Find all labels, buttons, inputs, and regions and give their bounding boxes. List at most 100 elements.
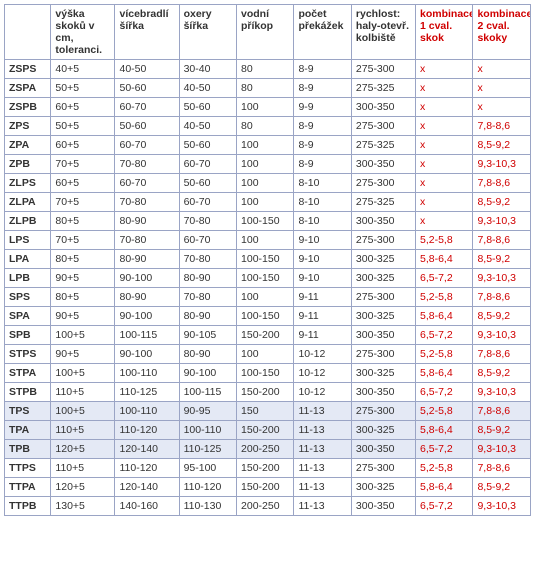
cell-c2: 70-80 bbox=[115, 155, 179, 174]
row-label: ZPS bbox=[5, 117, 51, 136]
cell-c3: 110-120 bbox=[179, 478, 236, 497]
cell-c1: 100+5 bbox=[51, 364, 115, 383]
cell-c2: 80-90 bbox=[115, 250, 179, 269]
cell-c6: 275-300 bbox=[351, 117, 415, 136]
row-label: SPA bbox=[5, 307, 51, 326]
cell-c1: 60+5 bbox=[51, 174, 115, 193]
cell-c2: 100-110 bbox=[115, 402, 179, 421]
cell-c5: 8-10 bbox=[294, 174, 351, 193]
cell-c1: 60+5 bbox=[51, 98, 115, 117]
cell-c1: 90+5 bbox=[51, 269, 115, 288]
row-label: STPA bbox=[5, 364, 51, 383]
cell-c5: 10-12 bbox=[294, 383, 351, 402]
table-row: ZSPB60+560-7050-601009-9300-350xx bbox=[5, 98, 531, 117]
cell-c3: 80-90 bbox=[179, 307, 236, 326]
cell-c3: 80-90 bbox=[179, 269, 236, 288]
cell-c6: 275-300 bbox=[351, 288, 415, 307]
cell-c1: 80+5 bbox=[51, 288, 115, 307]
cell-c5: 9-9 bbox=[294, 98, 351, 117]
cell-c3: 70-80 bbox=[179, 212, 236, 231]
table-row: STPB110+5110-125100-115150-20010-12300-3… bbox=[5, 383, 531, 402]
col-header-c8: kombinace 2 cval. skoky bbox=[473, 5, 531, 60]
col-header-c5: počet překážek bbox=[294, 5, 351, 60]
cell-c3: 50-60 bbox=[179, 98, 236, 117]
cell-c1: 60+5 bbox=[51, 136, 115, 155]
cell-c1: 90+5 bbox=[51, 307, 115, 326]
table-row: TPB120+5120-140110-125200-25011-13300-35… bbox=[5, 440, 531, 459]
cell-c1: 70+5 bbox=[51, 231, 115, 250]
cell-c6: 300-350 bbox=[351, 212, 415, 231]
cell-c3: 40-50 bbox=[179, 79, 236, 98]
cell-c8: 7,8-8,6 bbox=[473, 174, 531, 193]
cell-c2: 50-60 bbox=[115, 79, 179, 98]
cell-c4: 200-250 bbox=[237, 497, 294, 516]
cell-c8: 8,5-9,2 bbox=[473, 421, 531, 440]
row-label: ZPA bbox=[5, 136, 51, 155]
cell-c5: 9-10 bbox=[294, 269, 351, 288]
table-row: LPS70+570-8060-701009-10275-3005,2-5,87,… bbox=[5, 231, 531, 250]
cell-c8: 8,5-9,2 bbox=[473, 250, 531, 269]
cell-c5: 11-13 bbox=[294, 497, 351, 516]
cell-c8: 8,5-9,2 bbox=[473, 136, 531, 155]
table-row: ZLPA70+570-8060-701008-10275-325x8,5-9,2 bbox=[5, 193, 531, 212]
row-label: TPB bbox=[5, 440, 51, 459]
cell-c6: 275-300 bbox=[351, 231, 415, 250]
cell-c5: 8-9 bbox=[294, 155, 351, 174]
cell-c7: x bbox=[416, 193, 473, 212]
cell-c8: 7,8-8,6 bbox=[473, 345, 531, 364]
cell-c2: 70-80 bbox=[115, 231, 179, 250]
cell-c1: 80+5 bbox=[51, 250, 115, 269]
cell-c4: 80 bbox=[237, 117, 294, 136]
cell-c1: 120+5 bbox=[51, 440, 115, 459]
cell-c7: 6,5-7,2 bbox=[416, 269, 473, 288]
row-label: TPS bbox=[5, 402, 51, 421]
cell-c6: 300-350 bbox=[351, 155, 415, 174]
cell-c1: 100+5 bbox=[51, 326, 115, 345]
row-label: SPS bbox=[5, 288, 51, 307]
cell-c2: 60-70 bbox=[115, 174, 179, 193]
cell-c1: 110+5 bbox=[51, 383, 115, 402]
cell-c6: 300-325 bbox=[351, 269, 415, 288]
cell-c7: 5,2-5,8 bbox=[416, 402, 473, 421]
cell-c7: 5,2-5,8 bbox=[416, 288, 473, 307]
cell-c7: 5,8-6,4 bbox=[416, 421, 473, 440]
cell-c6: 275-300 bbox=[351, 60, 415, 79]
cell-c8: 7,8-8,6 bbox=[473, 117, 531, 136]
cell-c5: 11-13 bbox=[294, 421, 351, 440]
row-label: TTPS bbox=[5, 459, 51, 478]
cell-c6: 300-350 bbox=[351, 497, 415, 516]
cell-c3: 50-60 bbox=[179, 174, 236, 193]
cell-c7: 5,8-6,4 bbox=[416, 307, 473, 326]
cell-c6: 300-325 bbox=[351, 478, 415, 497]
cell-c2: 120-140 bbox=[115, 440, 179, 459]
cell-c3: 30-40 bbox=[179, 60, 236, 79]
cell-c1: 80+5 bbox=[51, 212, 115, 231]
table-row: STPS90+590-10080-9010010-12275-3005,2-5,… bbox=[5, 345, 531, 364]
table-row: ZLPB80+580-9070-80100-1508-10300-350x9,3… bbox=[5, 212, 531, 231]
cell-c2: 60-70 bbox=[115, 98, 179, 117]
table-row: STPA100+5100-11090-100100-15010-12300-32… bbox=[5, 364, 531, 383]
cell-c1: 110+5 bbox=[51, 459, 115, 478]
cell-c8: 9,3-10,3 bbox=[473, 212, 531, 231]
row-label: ZSPS bbox=[5, 60, 51, 79]
table-row: TPA110+5110-120100-110150-20011-13300-32… bbox=[5, 421, 531, 440]
cell-c4: 80 bbox=[237, 60, 294, 79]
cell-c8: 9,3-10,3 bbox=[473, 440, 531, 459]
row-label: ZLPS bbox=[5, 174, 51, 193]
cell-c2: 40-50 bbox=[115, 60, 179, 79]
cell-c6: 275-325 bbox=[351, 136, 415, 155]
cell-c7: 5,8-6,4 bbox=[416, 364, 473, 383]
table-row: ZLPS60+560-7050-601008-10275-300x7,8-8,6 bbox=[5, 174, 531, 193]
cell-c2: 90-100 bbox=[115, 269, 179, 288]
cell-c7: 6,5-7,2 bbox=[416, 497, 473, 516]
table-row: ZPB70+570-8060-701008-9300-350x9,3-10,3 bbox=[5, 155, 531, 174]
cell-c5: 10-12 bbox=[294, 364, 351, 383]
cell-c7: 6,5-7,2 bbox=[416, 440, 473, 459]
cell-c4: 100 bbox=[237, 288, 294, 307]
cell-c5: 11-13 bbox=[294, 459, 351, 478]
cell-c2: 80-90 bbox=[115, 212, 179, 231]
cell-c7: x bbox=[416, 117, 473, 136]
cell-c2: 80-90 bbox=[115, 288, 179, 307]
cell-c7: 5,8-6,4 bbox=[416, 250, 473, 269]
row-label: TPA bbox=[5, 421, 51, 440]
